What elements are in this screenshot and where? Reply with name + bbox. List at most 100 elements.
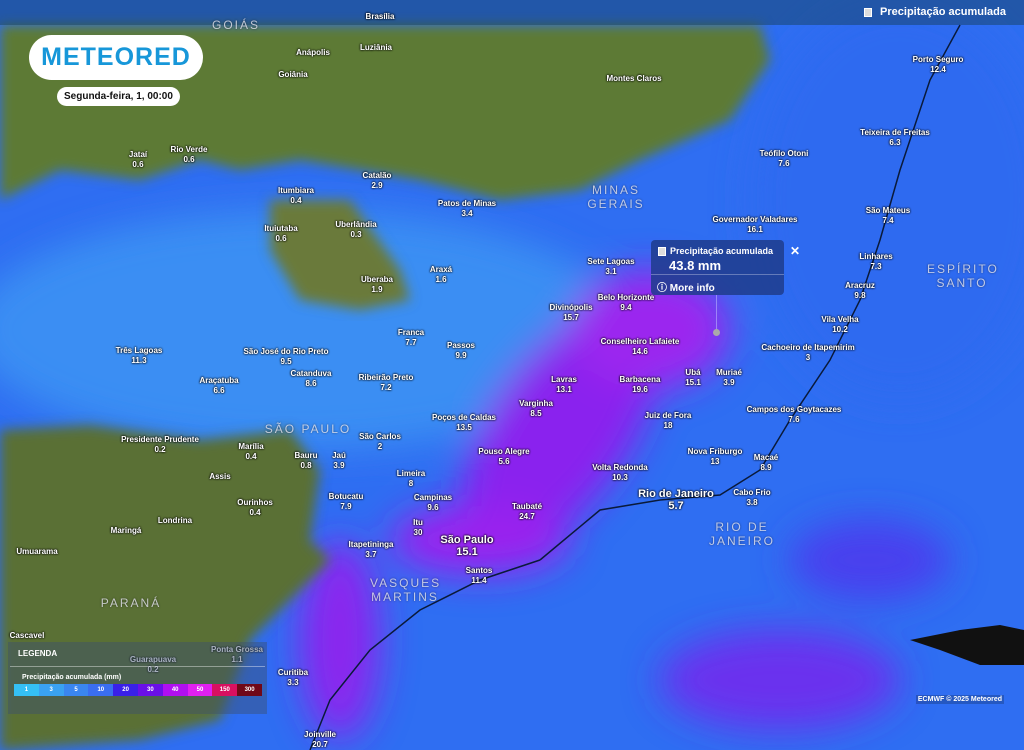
state-label: PARANÁ (100, 596, 162, 610)
city-label[interactable]: Taubaté 24.7 (512, 502, 542, 522)
city-label[interactable]: Aracruz 9.8 (845, 281, 875, 301)
city-label[interactable]: Cabo Frio 3.8 (733, 488, 770, 508)
city-label[interactable]: Franca 7.7 (398, 328, 424, 348)
city-label[interactable]: Catalão 2.9 (363, 171, 392, 191)
city-label[interactable]: Campos dos Goytacazes 7.6 (747, 405, 842, 425)
city-name: São Paulo (440, 534, 494, 546)
city-label[interactable]: Cachoeiro de Itapemirim 3 (761, 343, 854, 363)
city-label[interactable]: Curitiba 3.3 (278, 668, 308, 688)
city-label[interactable]: Varginha 8.5 (519, 399, 553, 419)
city-label[interactable]: Assis (209, 472, 230, 482)
city-label[interactable]: Joinville 20.7 (304, 730, 336, 750)
city-label[interactable]: Governador Valadares 16.1 (713, 215, 798, 235)
city-label[interactable]: Teixeira de Freitas 6.3 (860, 128, 930, 148)
city-label[interactable]: Guarapuava 0.2 (130, 655, 176, 675)
city-label[interactable]: Brasília (366, 12, 395, 22)
city-label[interactable]: Marília 0.4 (238, 442, 263, 462)
city-label[interactable]: Limeira 8 (397, 469, 425, 489)
city-label[interactable]: Muriaé 3.9 (716, 368, 742, 388)
city-precip-value: 8.6 (305, 379, 317, 388)
city-label[interactable]: Catanduva 8.6 (291, 369, 332, 389)
city-precip-value: 7.9 (340, 502, 352, 511)
city-label[interactable]: Vila Velha 10.2 (821, 315, 858, 335)
city-label[interactable]: Itumbiara 0.4 (278, 186, 314, 206)
city-label[interactable]: Presidente Prudente 0.2 (121, 435, 199, 455)
city-label[interactable]: Jataí 0.6 (129, 150, 147, 170)
city-label[interactable]: Teófilo Otoni 7.6 (760, 149, 809, 169)
city-label[interactable]: Umuarama (16, 547, 57, 557)
more-info-link[interactable]: ⓘ More info (657, 279, 715, 294)
city-label[interactable]: Linhares 7.3 (859, 252, 892, 272)
city-label[interactable]: Ponta Grossa 1.1 (211, 645, 263, 665)
city-label[interactable]: Ourinhos 0.4 (237, 498, 273, 518)
close-icon[interactable]: ✕ (790, 244, 801, 258)
city-label[interactable]: Volta Redonda 10.3 (592, 463, 647, 483)
city-label[interactable]: Juiz de Fora 18 (645, 411, 692, 431)
city-label[interactable]: Poços de Caldas 13.5 (432, 413, 496, 433)
city-label[interactable]: Ubá 15.1 (685, 368, 701, 388)
city-label[interactable]: Campinas 9.6 (414, 493, 452, 513)
city-precip-value: 0.3 (350, 230, 362, 239)
location-pin[interactable] (713, 329, 720, 336)
city-label[interactable]: Montes Claros (606, 74, 661, 84)
city-label[interactable]: Belo Horizonte 9.4 (598, 293, 654, 313)
city-label[interactable]: São Paulo 15.1 (440, 534, 493, 558)
city-name: Cascavel (9, 631, 45, 640)
city-label[interactable]: Pouso Alegre 5.6 (478, 447, 529, 467)
city-label[interactable]: Divinópolis 15.7 (549, 303, 592, 323)
city-label[interactable]: Londrina (158, 516, 192, 526)
city-name: Santos (465, 566, 493, 575)
checkbox-icon[interactable] (864, 7, 873, 17)
city-label[interactable]: Anápolis (296, 48, 330, 58)
city-label[interactable]: Nova Friburgo 13 (688, 447, 743, 467)
city-label[interactable]: Jaú 3.9 (332, 451, 346, 471)
city-label[interactable]: Botucatu 7.9 (329, 492, 364, 512)
city-label[interactable]: Luziânia (360, 43, 392, 53)
city-name: Itumbiara (277, 186, 315, 195)
city-label[interactable]: Sete Lagoas 3.1 (587, 257, 634, 277)
legend-step: 150 (212, 684, 238, 696)
city-label[interactable]: Ribeirão Preto 7.2 (359, 373, 414, 393)
city-name: Nova Friburgo (687, 447, 743, 456)
city-label[interactable]: Cascavel (10, 631, 45, 641)
state-label: SÃO PAULO (264, 422, 352, 436)
city-label[interactable]: São Mateus 7.4 (866, 206, 910, 226)
city-label[interactable]: Barbacena 19.6 (620, 375, 661, 395)
city-label[interactable]: Passos 9.9 (447, 341, 475, 361)
city-label[interactable]: Araxá 1.6 (430, 265, 452, 285)
city-label[interactable]: Uberlândia 0.3 (335, 220, 376, 240)
city-label[interactable]: Rio de Janeiro 5.7 (638, 488, 714, 512)
layer-toggle[interactable]: Precipitação acumulada (864, 6, 1006, 18)
city-label[interactable]: Porto Seguro 12.4 (913, 55, 964, 75)
city-label[interactable]: Patos de Minas 3.4 (438, 199, 496, 219)
legend-step: 10 (88, 684, 114, 696)
city-label[interactable]: Bauru 0.8 (294, 451, 317, 471)
city-label[interactable]: Macaé 8.9 (754, 453, 778, 473)
city-label[interactable]: Rio Verde 0.6 (171, 145, 208, 165)
city-name: Uberaba (360, 275, 394, 284)
city-label[interactable]: Conselheiro Lafaiete 14.6 (601, 337, 680, 357)
city-precip-value: 20.7 (312, 740, 328, 749)
city-name: Juiz de Fora (644, 411, 692, 420)
city-label[interactable]: Goiânia (278, 70, 307, 80)
city-label[interactable]: Itu 30 (413, 518, 423, 538)
city-label[interactable]: Araçatuba 6.6 (199, 376, 238, 396)
city-name: Três Lagoas (115, 346, 163, 355)
city-name: Cabo Frio (733, 488, 771, 497)
city-label[interactable]: Santos 11.4 (466, 566, 493, 586)
city-label[interactable]: Três Lagoas 11.3 (116, 346, 163, 366)
city-label[interactable]: São José do Rio Preto 9.5 (244, 347, 329, 367)
city-label[interactable]: Ituiutaba 0.6 (264, 224, 297, 244)
meteored-logo[interactable]: METEORED (29, 35, 203, 80)
city-precip-value: 3.8 (746, 498, 758, 507)
city-label[interactable]: Maringá (111, 526, 142, 536)
city-label[interactable]: Lavras 13.1 (551, 375, 577, 395)
more-info-label[interactable]: More info (669, 283, 715, 294)
city-label[interactable]: Itapetininga 3.7 (349, 540, 394, 560)
city-label[interactable]: Uberaba 1.9 (361, 275, 393, 295)
city-name: Anápolis (296, 48, 330, 57)
city-label[interactable]: São Carlos 2 (359, 432, 401, 452)
credit: ECMWF © 2025 Meteored (915, 695, 1004, 704)
city-name: Pouso Alegre (478, 447, 530, 456)
